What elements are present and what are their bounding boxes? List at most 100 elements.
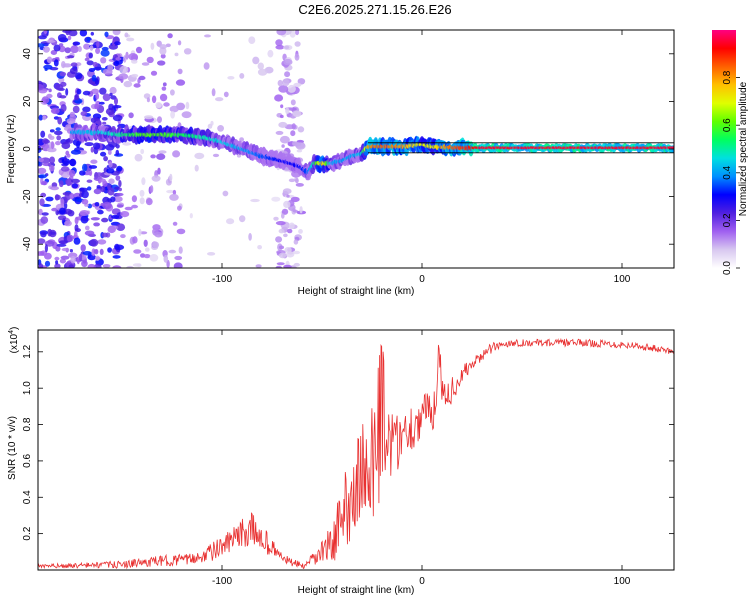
spectrogram-noise-speck (43, 30, 48, 35)
spectrogram-noise-speck (99, 87, 107, 95)
spectrogram-noise-speck (183, 48, 192, 55)
spectrogram-noise-speck (93, 222, 100, 227)
snr-x-tick-label: 100 (614, 576, 631, 587)
spectrogram-noise-speck (204, 34, 211, 38)
spectrogram-noise-speck (124, 32, 129, 38)
spectrogram-noise-speck (88, 165, 98, 169)
spectrogram-noise-speck (93, 117, 100, 121)
spectrogram-noise-speck (74, 216, 79, 225)
spectrogram-noise-speck (50, 107, 60, 115)
spectrogram-noise-speck (98, 101, 105, 105)
spectrogram-noise-speck (141, 177, 146, 186)
spectrogram-noise-speck (133, 249, 142, 254)
spectrogram-noise-speck (278, 228, 285, 234)
spectrogram-noise-speck (109, 86, 117, 95)
spectrogram-noise-speck (116, 223, 126, 231)
spectrogram-noise-speck (290, 130, 296, 137)
spectrogram-noise-speck (94, 78, 99, 85)
spectrogram-noise-speck (55, 141, 61, 146)
spectrogram-noise-speck (41, 180, 48, 186)
spectrogram-noise-speck (194, 152, 205, 160)
spectrogram-noise-speck (41, 96, 50, 104)
spectrogram-noise-speck (100, 49, 110, 57)
spectrogram-noise-speck (116, 192, 124, 197)
spectrogram-noise-speck (79, 210, 90, 216)
spectrogram-noise-speck (181, 111, 192, 119)
spectrogram-noise-speck (151, 175, 161, 182)
snr-x-tick-label: 0 (419, 576, 425, 587)
spectrogram-noise-speck (212, 153, 220, 158)
spectrogram-noise-speck (55, 127, 61, 131)
spectrogram-noise-layer (38, 30, 307, 268)
spectrogram-noise-speck (79, 253, 83, 262)
spectrogram-noise-speck (38, 83, 44, 91)
spectrogram-noise-speck (287, 228, 293, 234)
spectrogram-noise-speck (108, 161, 113, 168)
spectrogram-noise-speck (131, 73, 139, 78)
spectrogram-noise-speck (115, 144, 120, 149)
spectrogram-noise-speck (96, 41, 100, 48)
spectrogram-noise-speck (46, 39, 56, 43)
spectrogram-noise-speck (162, 82, 167, 87)
spectrogram-noise-speck (222, 190, 229, 197)
spectrogram-noise-speck (53, 44, 61, 52)
spectrogram-noise-speck (107, 247, 112, 253)
spectrogram-y-axis: -40 -20 0 20 40 (22, 48, 674, 252)
spectrogram-noise-speck (38, 43, 45, 48)
spectrogram-noise-speck (140, 148, 145, 155)
spectrogram-noise-speck (72, 105, 80, 114)
spectrogram-noise-speck (146, 56, 154, 64)
spectrogram-noise-speck (143, 254, 151, 259)
spectrogram-noise-speck (295, 30, 300, 36)
spectrogram-noise-speck (227, 76, 235, 80)
spectrogram-noise-speck (42, 46, 50, 53)
spectrogram-noise-speck (74, 224, 79, 232)
spectrogram-noise-speck (278, 85, 289, 93)
spectrogram-noise-speck (83, 43, 91, 50)
spectrogram-noise-speck (128, 53, 138, 61)
spectrogram-noise-speck (144, 115, 154, 120)
spectrogram-noise-speck (248, 233, 252, 241)
spectrogram-noise-speck (66, 234, 74, 242)
spectrogram-noise-speck (139, 189, 145, 197)
spectrogram-noise-speck (57, 116, 63, 125)
spectrogram-noise-speck (107, 187, 115, 196)
spectrogram-noise-speck (281, 144, 285, 148)
colorbar-title: Normalized spectral amplitude (738, 81, 749, 216)
spectrogram-noise-speck (68, 252, 78, 259)
spectrogram-noise-speck (90, 217, 100, 221)
spectrogram-noise-speck (275, 130, 284, 135)
snr-y-axis: 0.2 0.4 0.6 0.8 1.0 1.2 (22, 344, 674, 541)
spectrogram-noise-speck (97, 239, 107, 245)
spectrogram-noise-speck (112, 114, 123, 122)
spectrogram-noise-speck (114, 41, 121, 46)
spectrogram-noise-speck (119, 65, 129, 74)
snr-series-line (38, 337, 674, 570)
spectrogram-noise-speck (239, 215, 246, 223)
spectrogram-noise-speck (59, 258, 66, 264)
spectrogram-noise-speck (38, 167, 47, 175)
spectrogram-noise-speck (38, 114, 43, 121)
snr-y-tick-label: 1.0 (22, 381, 33, 395)
spectrogram-noise-speck (178, 246, 183, 254)
spectrogram-noise-speck (113, 60, 120, 66)
spectrogram-noise-speck (93, 142, 101, 150)
spectrogram-noise-speck (47, 228, 53, 237)
spectrogram-noise-speck (155, 102, 162, 108)
spectrogram-noise-speck (104, 31, 109, 37)
spectrogram-noise-speck (136, 263, 142, 268)
spectrogram-noise-speck (168, 249, 177, 254)
spectrogram-y-tick-label: -40 (22, 237, 33, 252)
spectrogram-noise-speck (177, 68, 183, 75)
spectrogram-noise-speck (284, 247, 292, 253)
spectrogram-noise-speck (236, 154, 242, 158)
spectrogram-noise-speck (77, 46, 82, 52)
spectrogram-noise-speck (275, 221, 286, 226)
spectrogram-noise-speck (139, 197, 145, 205)
spectrogram-noise-speck (68, 264, 74, 268)
spectrogram-noise-speck (281, 208, 289, 215)
spectrogram-noise-speck (292, 142, 302, 147)
spectrogram-noise-speck (120, 211, 130, 218)
spectrogram-noise-speck (43, 64, 53, 70)
